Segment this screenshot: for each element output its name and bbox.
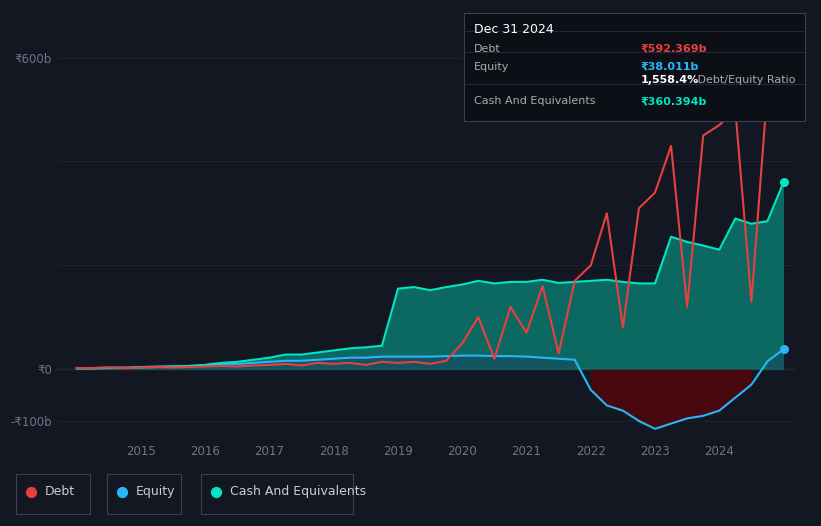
Text: Equity: Equity xyxy=(474,62,509,72)
Point xyxy=(777,57,790,66)
Text: Debt: Debt xyxy=(45,485,76,498)
Text: Equity: Equity xyxy=(135,485,175,498)
Point xyxy=(687,177,700,185)
Text: Debt: Debt xyxy=(474,44,501,54)
Text: ₹38.011b: ₹38.011b xyxy=(640,62,699,72)
Text: ₹592.369b: ₹592.369b xyxy=(640,44,707,54)
Point xyxy=(777,178,790,186)
Text: Debt/Equity Ratio: Debt/Equity Ratio xyxy=(694,75,796,85)
Text: ₹360.394b: ₹360.394b xyxy=(640,96,707,106)
Point xyxy=(777,345,790,353)
Text: Dec 31 2024: Dec 31 2024 xyxy=(474,23,553,36)
Text: Cash And Equivalents: Cash And Equivalents xyxy=(474,96,595,106)
Text: 1,558.4%: 1,558.4% xyxy=(640,75,699,85)
Text: Cash And Equivalents: Cash And Equivalents xyxy=(230,485,366,498)
